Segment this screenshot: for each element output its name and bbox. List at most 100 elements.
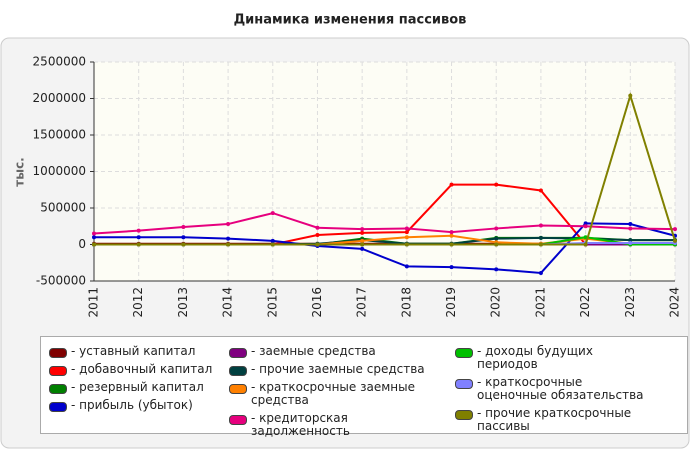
point: [404, 264, 409, 269]
legend-item: - доходы будущих периодов: [455, 345, 655, 371]
legend-item: - добавочный капитал: [49, 363, 219, 376]
point: [494, 267, 499, 272]
legend-swatch: [49, 402, 67, 412]
point: [315, 233, 320, 238]
x-tick-label: 2023: [623, 287, 637, 318]
x-tick-label: 2024: [668, 287, 682, 318]
legend-label: - добавочный капитал: [71, 362, 213, 376]
legend-label: - краткосрочные оценочные обязательства: [477, 375, 644, 402]
point: [360, 230, 365, 235]
legend-item: - прочие краткосрочные пассивы: [455, 407, 655, 433]
point: [628, 93, 633, 98]
point: [494, 182, 499, 187]
x-tick-label: 2014: [221, 287, 235, 318]
point: [404, 226, 409, 231]
legend-label: - прочие краткосрочные пассивы: [477, 406, 632, 433]
point: [136, 235, 141, 240]
point: [136, 228, 141, 233]
legend-swatch: [229, 348, 247, 358]
point: [628, 241, 633, 246]
point: [628, 222, 633, 227]
point: [270, 242, 275, 247]
point: [583, 224, 588, 229]
point: [404, 242, 409, 247]
point: [449, 265, 454, 270]
legend-item: - краткосрочные заемные средства: [229, 381, 439, 407]
legend-swatch: [49, 366, 67, 376]
point: [494, 242, 499, 247]
point: [181, 224, 186, 229]
y-tick-label: 1000000: [33, 164, 86, 178]
point: [181, 235, 186, 240]
series-line: [94, 222, 676, 275]
y-axis-label: тыс.: [13, 157, 27, 186]
point: [538, 270, 543, 275]
x-tick-label: 2016: [310, 287, 324, 318]
x-tick-label: 2011: [87, 287, 101, 318]
y-tick-label: 2000000: [33, 91, 86, 105]
legend-swatch: [49, 384, 67, 394]
point: [494, 236, 499, 241]
legend-label: - уставный капитал: [71, 344, 196, 358]
point: [315, 225, 320, 230]
point: [92, 242, 96, 247]
point: [673, 227, 677, 232]
legend-label: - резервный капитал: [71, 380, 204, 394]
point: [449, 233, 454, 238]
x-tick-label: 2022: [578, 287, 592, 318]
point: [270, 238, 275, 243]
point: [538, 223, 543, 228]
point: [226, 242, 231, 247]
x-tick-label: 2012: [131, 287, 145, 318]
legend-item: - уставный капитал: [49, 345, 219, 358]
legend-swatch: [455, 410, 473, 420]
legend-swatch: [229, 384, 247, 394]
y-tick-label: 500000: [40, 201, 86, 215]
x-tick-label: 2013: [176, 287, 190, 318]
x-tick-label: 2021: [533, 287, 547, 318]
point: [583, 242, 588, 247]
y-tick-label: -500000: [36, 274, 86, 288]
series-line: [94, 92, 676, 246]
chart-title: Динамика изменения пассивов: [234, 13, 467, 28]
point: [449, 230, 454, 235]
point: [92, 235, 96, 240]
legend-label: - краткосрочные заемные средства: [251, 380, 415, 407]
point: [628, 238, 633, 243]
point: [538, 242, 543, 247]
point: [673, 238, 677, 243]
legend-item: - краткосрочные оценочные обязательства: [455, 376, 655, 402]
legend-label: - прибыль (убыток): [71, 398, 193, 412]
point: [404, 235, 409, 240]
y-tick-label: 1500000: [33, 128, 86, 142]
point: [315, 242, 320, 247]
point: [181, 242, 186, 247]
x-tick-label: 2015: [265, 287, 279, 318]
point: [360, 238, 365, 243]
point: [226, 222, 231, 227]
point: [494, 226, 499, 231]
legend-item: - резервный капитал: [49, 381, 219, 394]
legend-label: - заемные средства: [251, 344, 376, 358]
x-tick-label: 2017: [355, 287, 369, 318]
legend-swatch: [229, 366, 247, 376]
point: [583, 221, 588, 226]
point: [226, 236, 231, 241]
point: [404, 230, 409, 235]
legend-label: - доходы будущих периодов: [477, 344, 593, 371]
legend: - уставный капитал - добавочный капитал - …: [40, 336, 688, 438]
legend-item: - прочие заемные средства: [229, 363, 439, 376]
point: [538, 188, 543, 193]
point: [136, 242, 141, 247]
point: [270, 211, 275, 216]
legend-swatch: [455, 348, 473, 358]
point: [628, 226, 633, 231]
x-tick-label: 2018: [399, 287, 413, 318]
legend-label: - кредиторская задолженность: [251, 411, 350, 438]
legend-swatch: [49, 348, 67, 358]
point: [360, 246, 365, 251]
point: [360, 242, 365, 247]
x-tick-label: 2020: [489, 287, 503, 318]
point: [449, 242, 454, 247]
